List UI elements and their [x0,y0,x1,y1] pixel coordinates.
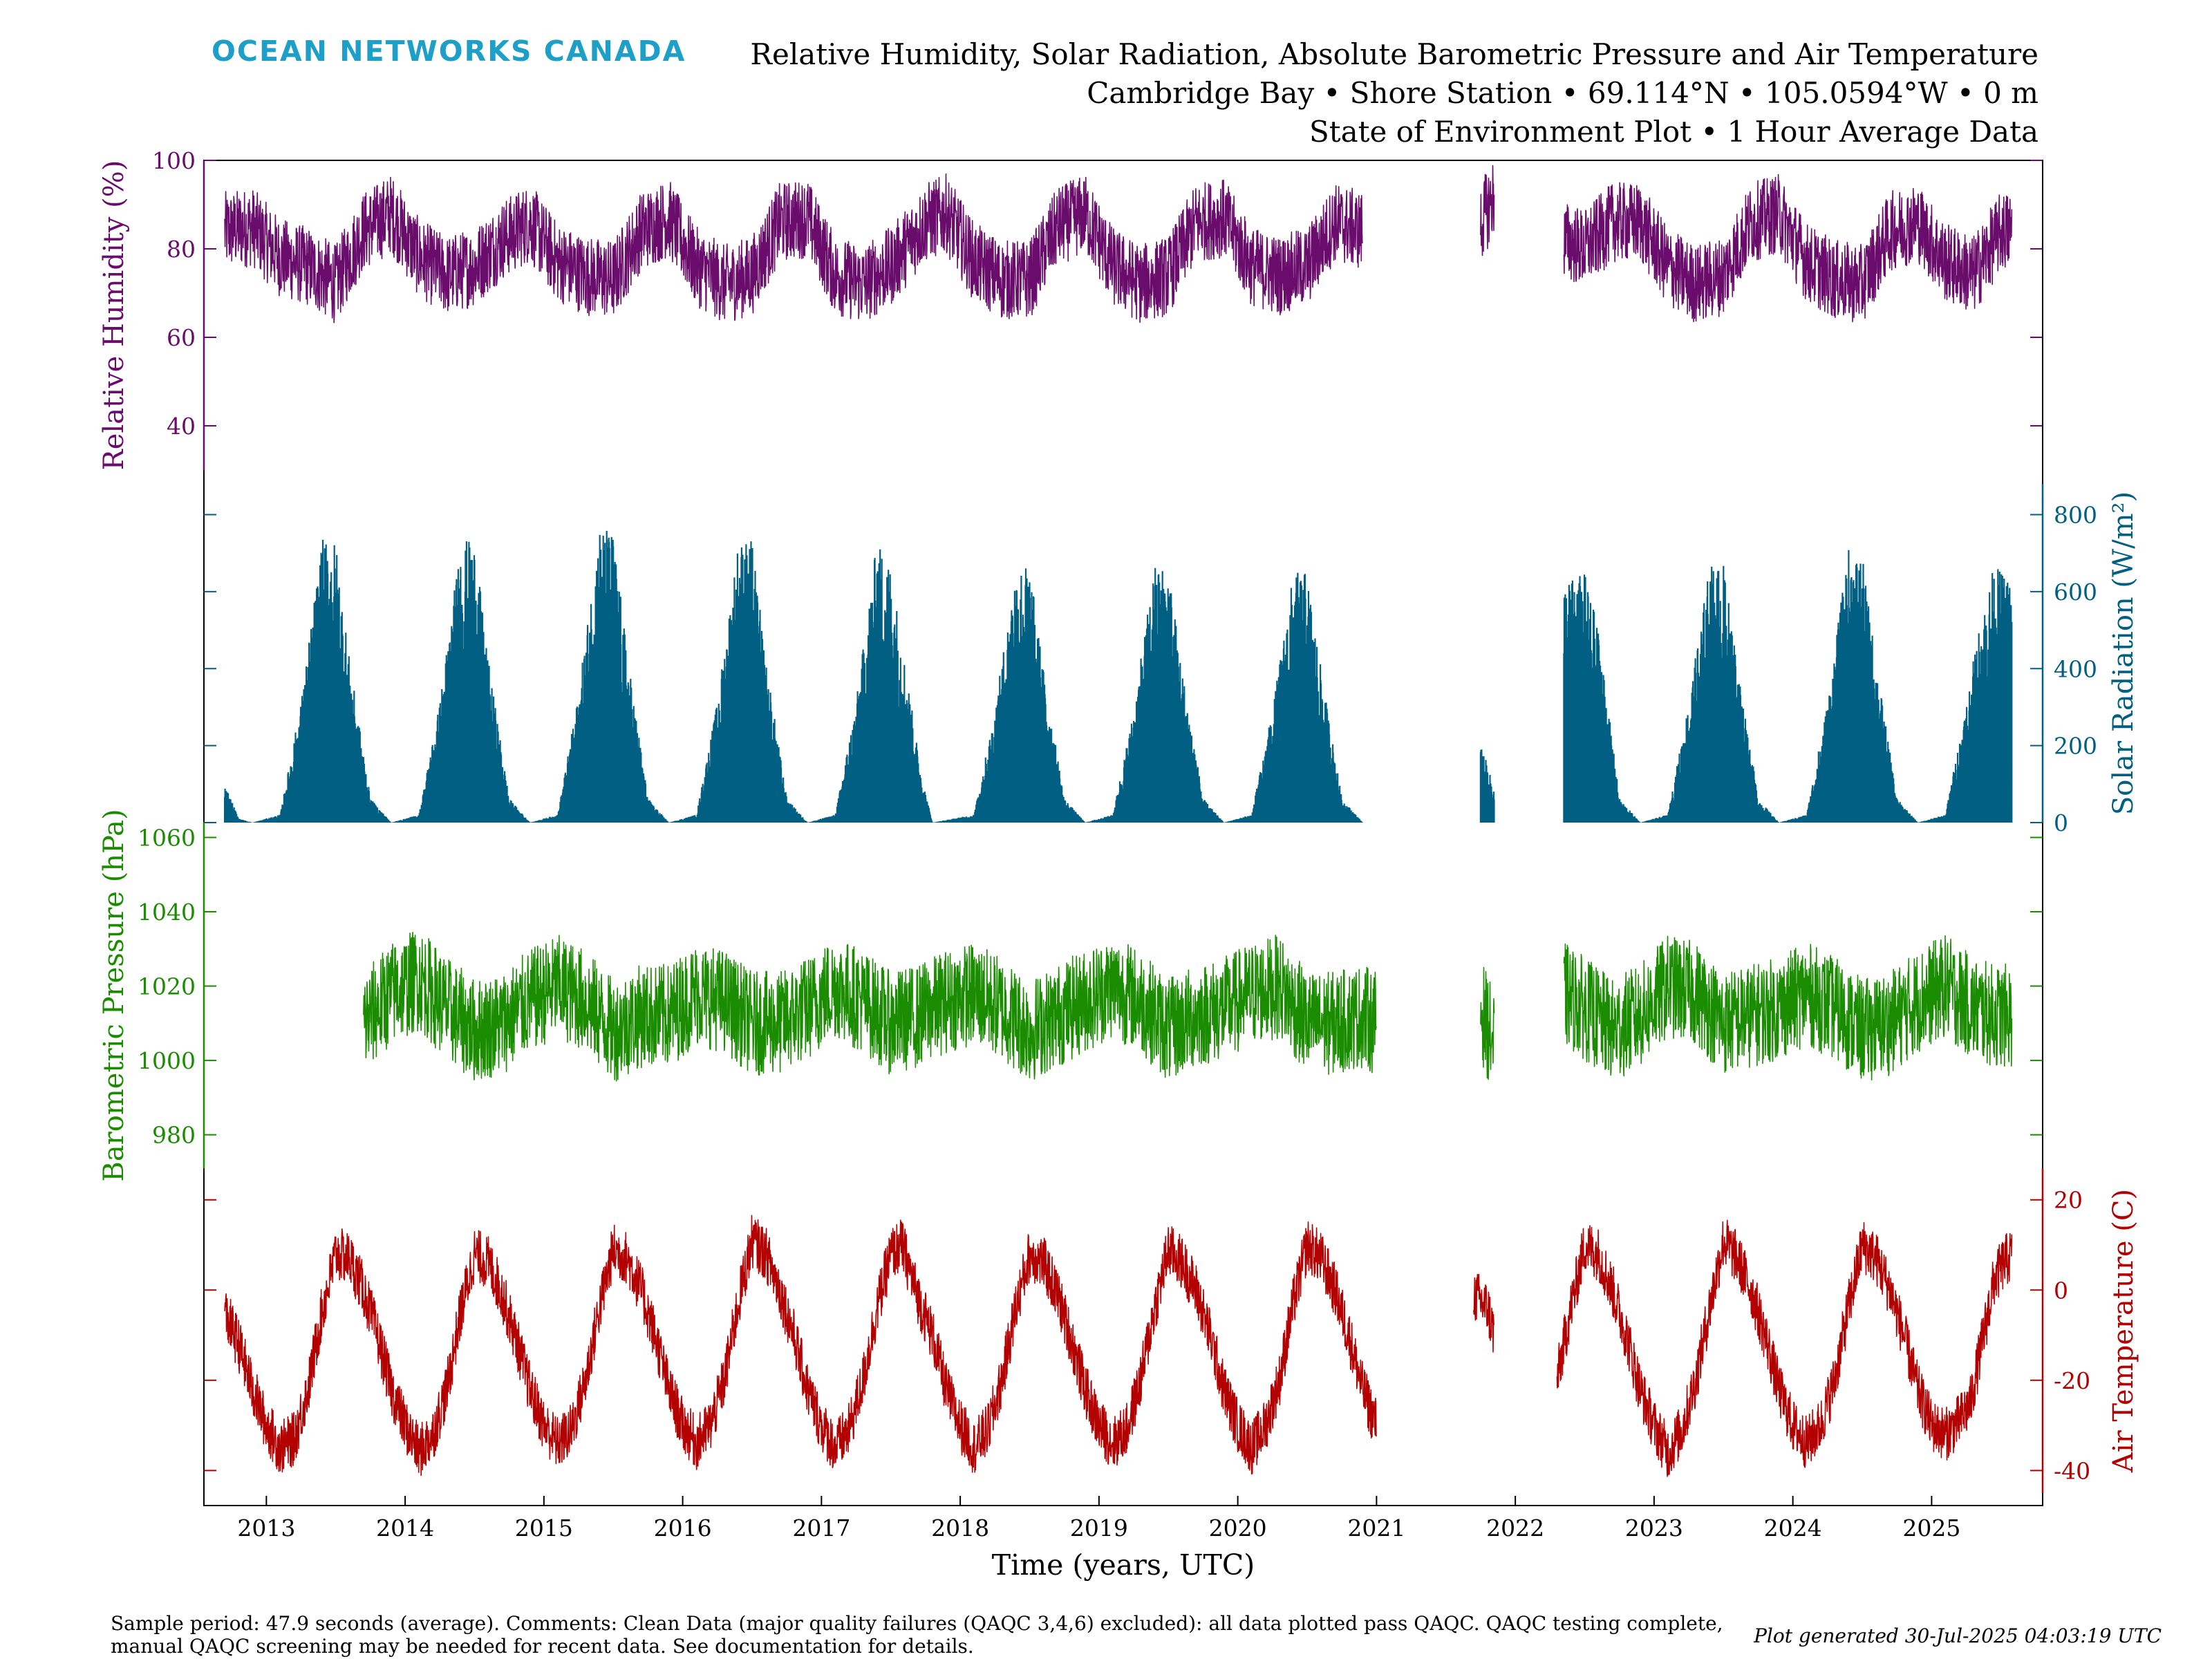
y-tick-label: 200 [2054,733,2097,760]
y-tick-label: 980 [152,1122,196,1149]
x-axis: 2013 2014 2015 2016 2017 2018 2019 2020 2021 2022… [237,1496,1960,1582]
panel-solar-radiation: 0 200 400 600 800 Solar Radiation (W/m²) [204,484,2139,836]
y-axis-label: Air Temperature (C) [2108,1189,2139,1473]
x-tick-label: 2015 [515,1515,573,1541]
y-tick-label: 0 [2054,809,2068,836]
panel-relative-humidity: 40 60 80 100 Relative Humidity (%) [98,147,2043,470]
x-tick-label: 2016 [654,1515,712,1541]
y-tick-label: 60 [167,324,196,351]
plot-generated-timestamp: Plot generated 30-Jul-2025 04:03:19 UTC [1754,1624,2162,1647]
x-tick-label: 2025 [1902,1515,1960,1541]
x-tick-label: 2022 [1486,1515,1544,1541]
y-tick-label: 400 [2054,655,2097,682]
y-tick-label: 1060 [138,825,196,852]
series-trace [224,531,2013,823]
x-tick-label: 2020 [1209,1515,1267,1541]
series-trace [224,165,2013,324]
y-tick-label: 800 [2054,502,2097,529]
chart-title: Relative Humidity, Solar Radiation, Abso… [750,37,2038,71]
x-tick-label: 2019 [1070,1515,1128,1541]
y-axis-label: Barometric Pressure (hPa) [98,809,130,1181]
x-tick-label: 2023 [1625,1515,1683,1541]
y-tick-label: 0 [2054,1277,2068,1304]
x-tick-label: 2024 [1764,1515,1822,1541]
panel-barometric-pressure: 980 1000 1020 1040 1060 Barometric Pressure (… [98,809,2043,1182]
chart-subtitle-location: Cambridge Bay • Shore Station • 69.114°N… [1087,76,2038,110]
series-trace [363,932,2013,1082]
y-tick-label: 1040 [138,899,196,926]
series-trace [224,1215,2013,1477]
y-tick-label: 1020 [138,973,196,1000]
chart-subtitle-description: State of Environment Plot • 1 Hour Avera… [1309,115,2038,149]
x-tick-label: 2021 [1347,1515,1405,1541]
y-tick-label: 1000 [138,1047,196,1074]
y-tick-label: 100 [152,147,196,174]
plot-frame [203,160,2043,1506]
y-tick-label: 80 [167,236,196,263]
x-tick-label: 2017 [792,1515,850,1541]
y-axis-label: Solar Radiation (W/m²) [2108,491,2139,815]
brand-logo: OCEAN NETWORKS CANADA [212,35,686,68]
x-tick-label: 2018 [931,1515,989,1541]
x-tick-label: 2013 [237,1515,295,1541]
footer-comments: Sample period: 47.9 seconds (average). C… [111,1612,1723,1658]
y-tick-label: 40 [167,413,196,440]
x-tick-label: 2014 [376,1515,434,1541]
y-tick-label: -40 [2054,1457,2090,1484]
y-tick-label: 20 [2054,1187,2083,1214]
y-tick-label: -20 [2054,1367,2090,1394]
y-axis-label: Relative Humidity (%) [98,160,130,471]
y-tick-label: 600 [2054,579,2097,606]
panel-air-temperature: -40 -20 0 20 Air Temperature (C) [204,1168,2139,1493]
x-axis-label: Time (years, UTC) [992,1548,1255,1582]
